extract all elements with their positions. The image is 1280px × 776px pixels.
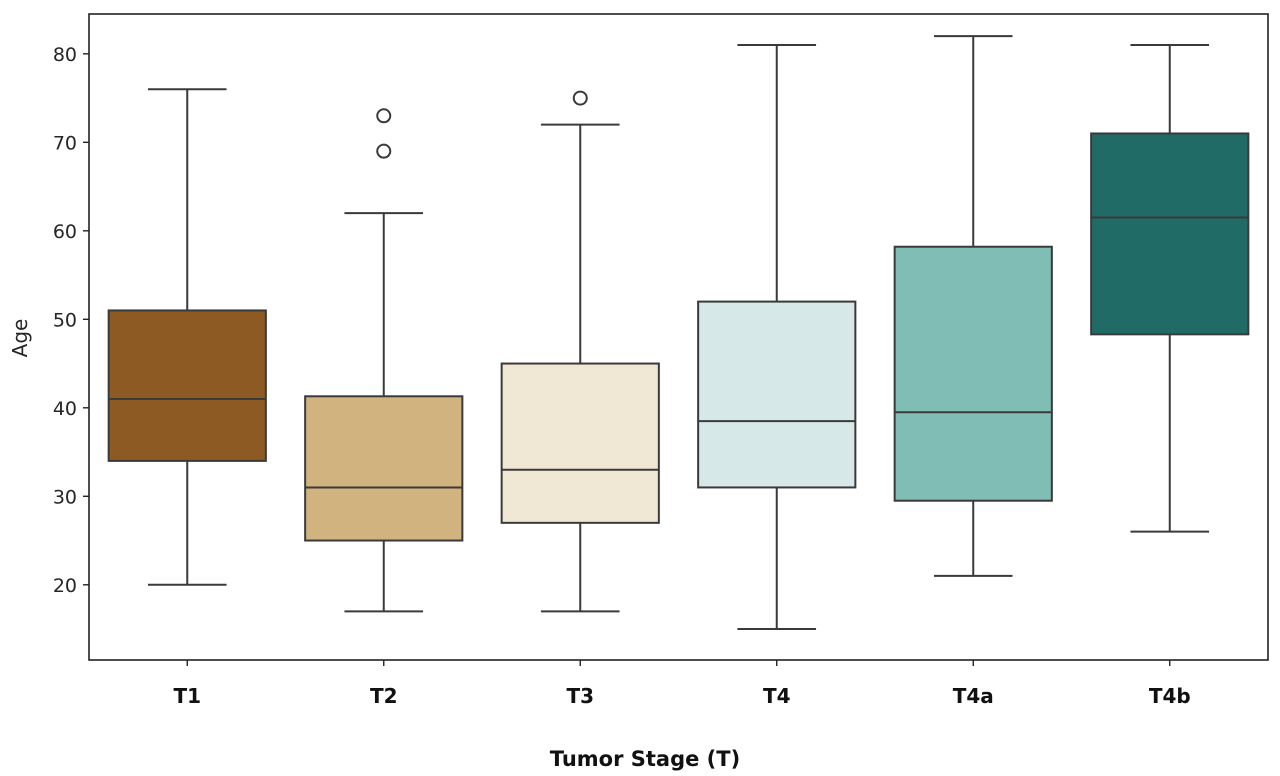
box-t4a — [893, 35, 1053, 577]
x-tick-label-t4: T4 — [763, 684, 791, 708]
y-tick-label: 80 — [53, 44, 77, 66]
box-t1 — [107, 88, 267, 586]
iqr-box — [304, 395, 464, 542]
x-axis-title: Tumor Stage (T) — [550, 747, 740, 771]
y-tick-label: 20 — [53, 575, 77, 597]
x-tick-label-t4b: T4b — [1149, 684, 1191, 708]
box-t4b — [1090, 43, 1250, 533]
x-tick-label-t4a: T4a — [953, 684, 994, 708]
iqr-box — [893, 245, 1053, 502]
outlier-point — [376, 143, 392, 159]
box-t3 — [500, 90, 660, 613]
iqr-box — [500, 362, 660, 524]
plot-area-frame — [88, 13, 1269, 661]
iqr-box — [107, 309, 267, 462]
x-tick-label-t2: T2 — [370, 684, 398, 708]
y-tick-label: 30 — [53, 486, 77, 508]
y-tick-label: 40 — [53, 398, 77, 420]
y-axis: 20 30 40 50 60 70 80 — [53, 44, 89, 597]
iqr-box — [697, 300, 857, 489]
iqr-box — [1090, 132, 1250, 336]
y-axis-title: Age — [8, 319, 32, 358]
y-tick-label: 60 — [53, 221, 77, 243]
x-axis: T1 T2 T3 T4 T4a T4b — [173, 660, 1191, 708]
boxes-layer — [107, 35, 1250, 631]
x-tick-label-t1: T1 — [173, 684, 201, 708]
y-tick-label: 70 — [53, 132, 77, 154]
y-tick-label: 50 — [53, 309, 77, 331]
box-t2 — [304, 108, 464, 613]
outlier-point — [572, 90, 588, 106]
x-tick-label-t3: T3 — [566, 684, 594, 708]
box-t4 — [697, 43, 857, 631]
outlier-point — [376, 108, 392, 124]
